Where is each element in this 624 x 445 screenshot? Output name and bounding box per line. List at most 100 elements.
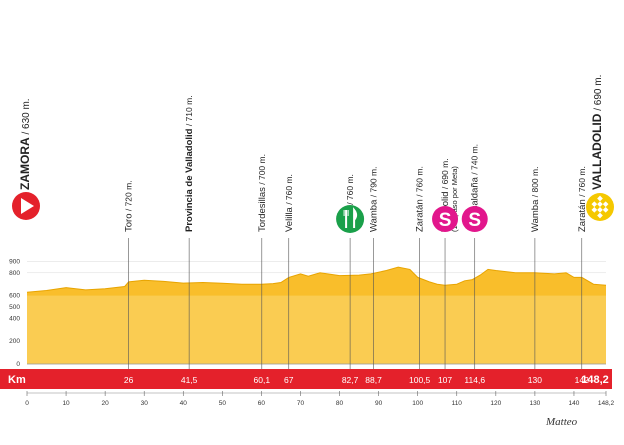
waypoint-name: Wamba bbox=[369, 199, 380, 232]
waypoint-label: Velilla / 760 m. bbox=[284, 174, 295, 232]
y-tick-label: 500 bbox=[9, 304, 20, 311]
y-tick-label: 200 bbox=[9, 338, 20, 345]
x-tick-label: 110 bbox=[452, 400, 463, 407]
waypoint-lines bbox=[128, 238, 583, 369]
watermark-signature: Matteo bbox=[546, 416, 578, 428]
waypoint-label: Zaratán / 760 m. bbox=[577, 166, 588, 232]
waypoint-name: Fuensaldaña bbox=[470, 176, 481, 232]
x-tick-label: 30 bbox=[141, 400, 149, 407]
y-axis-ticks: 0 200 400 500 600 800 900 bbox=[9, 258, 20, 368]
waypoint-sublabel: (1er paso por Meta) bbox=[450, 166, 459, 232]
waypoint-elev: / 760 m. bbox=[577, 166, 587, 199]
x-tick-label: 10 bbox=[62, 400, 70, 407]
km-band-label: 148,2 bbox=[581, 374, 609, 386]
x-tick-label: 0 bbox=[25, 400, 29, 407]
waypoint-elev: / 710 m. bbox=[184, 95, 194, 128]
finish-check-square bbox=[597, 206, 603, 213]
waypoint-elev: / 630 m. bbox=[21, 98, 32, 137]
y-tick-label: 400 bbox=[9, 315, 20, 322]
x-tick-label: 60 bbox=[258, 400, 266, 407]
km-band-label: 82,7 bbox=[342, 375, 359, 385]
waypoint-label: Tordesillas / 700 m. bbox=[257, 154, 268, 232]
y-tick-label: 600 bbox=[9, 293, 20, 300]
play-arrow-icon bbox=[12, 192, 40, 220]
x-tick-label: 148,2 bbox=[598, 400, 615, 407]
finish-check-square bbox=[597, 201, 603, 207]
waypoint-label: Zaratán / 760 m. bbox=[415, 166, 426, 232]
waypoint-name: Zaratán bbox=[415, 199, 426, 232]
km-axis-label: Km bbox=[8, 374, 26, 386]
waypoint-elev: / 740 m. bbox=[470, 144, 480, 177]
sprint-icon-letter: S bbox=[468, 210, 481, 231]
km-band-label: 107 bbox=[438, 375, 452, 385]
x-tick-label: 140 bbox=[569, 400, 580, 407]
profile-area bbox=[27, 267, 606, 364]
km-band-label: 41,5 bbox=[181, 375, 198, 385]
finish-check-square bbox=[597, 195, 603, 202]
y-tick-label: 900 bbox=[9, 258, 20, 265]
waypoint-name: Wamba bbox=[530, 199, 541, 232]
km-band-label: 67 bbox=[284, 375, 294, 385]
waypoint-elev: / 760 m. bbox=[345, 174, 355, 207]
waypoint-label: Wamba / 800 m. bbox=[530, 167, 541, 232]
x-tick-label: 40 bbox=[180, 400, 188, 407]
km-band-label: 142 bbox=[575, 375, 589, 385]
x-tick-label: 70 bbox=[297, 400, 305, 407]
sprint-icon: S bbox=[461, 206, 488, 232]
waypoint-name: Toro bbox=[124, 214, 135, 232]
waypoint-name: ZAMORA bbox=[18, 137, 32, 190]
sprint-icon: S bbox=[432, 206, 459, 232]
x-tick-label: 130 bbox=[529, 400, 540, 407]
waypoint-elev: / 720 m. bbox=[124, 180, 134, 213]
x-tick-label: 90 bbox=[375, 400, 383, 407]
waypoint-label: Toro / 720 m. bbox=[124, 180, 135, 232]
waypoint-label: ZAMORA / 630 m. bbox=[18, 98, 32, 190]
km-band bbox=[0, 369, 612, 389]
fork-knife-icon bbox=[336, 205, 365, 233]
km-band-label: 100,5 bbox=[409, 375, 431, 385]
waypoint-name: Zaratán bbox=[577, 199, 588, 232]
x-tick-label: 80 bbox=[336, 400, 344, 407]
waypoint-name: VALLADOLID bbox=[590, 113, 604, 190]
km-band-labels: 26 41,5 60,1 67 82,7 88,7 100,5 107 114,6 130 1421… bbox=[124, 374, 609, 386]
waypoint-elev: / 760 m. bbox=[415, 166, 425, 199]
x-tick-label: 50 bbox=[219, 400, 227, 407]
knife-blade bbox=[353, 207, 358, 228]
waypoint-label: VALLADOLID / 690 m. bbox=[590, 75, 604, 190]
waypoint-elev: / 690 m. bbox=[440, 158, 450, 191]
profile-lower-shade bbox=[27, 295, 606, 364]
waypoint-elev: / 760 m. bbox=[284, 174, 294, 207]
waypoint-labels: ZAMORA / 630 m. Toro / 720 m. Provincia de… bbox=[18, 75, 604, 232]
sprint-icon-circle bbox=[461, 206, 488, 232]
waypoint-elev: / 800 m. bbox=[530, 167, 540, 200]
profile-area-group bbox=[26, 266, 607, 365]
checkered-flag-icon bbox=[586, 193, 614, 221]
waypoint-elev: / 690 m. bbox=[593, 75, 604, 114]
finish-check-square bbox=[597, 212, 603, 219]
y-tick-label: 800 bbox=[9, 270, 20, 277]
x-tick-label: 120 bbox=[490, 400, 501, 407]
waypoint-elev: / 790 m. bbox=[369, 167, 379, 200]
km-band-label: 88,7 bbox=[365, 375, 382, 385]
x-tick-label: 100 bbox=[412, 400, 423, 407]
waypoint-label: Wamba / 790 m. bbox=[369, 167, 380, 232]
sprint-icon-letter: S bbox=[439, 210, 452, 231]
start-icon-arrow bbox=[21, 198, 34, 214]
km-band-label: 114,6 bbox=[464, 375, 485, 385]
y-tick-label: 0 bbox=[16, 361, 20, 368]
x-axis-ticks: 0 10 20 30 40 50 60 70 80 90 100 110 120 130 140 148,2 bbox=[25, 391, 615, 407]
km-band-label: 130 bbox=[528, 375, 542, 385]
feed-icon-circle bbox=[336, 205, 365, 233]
waypoint-name: Tordesillas bbox=[257, 187, 268, 232]
sprint-icon-circle bbox=[432, 206, 459, 232]
profile-outline bbox=[26, 266, 607, 293]
waypoint-label: Fuensaldaña / 740 m. bbox=[470, 144, 481, 232]
waypoint-name: Provincia de Valladolid bbox=[184, 128, 195, 232]
waypoint-label: Provincia de Valladolid / 710 m. bbox=[184, 95, 195, 232]
x-tick-label: 20 bbox=[102, 400, 110, 407]
km-band-label: 60,1 bbox=[254, 375, 271, 385]
waypoint-name: Velilla bbox=[284, 206, 295, 232]
waypoint-elev: / 700 m. bbox=[257, 154, 267, 187]
